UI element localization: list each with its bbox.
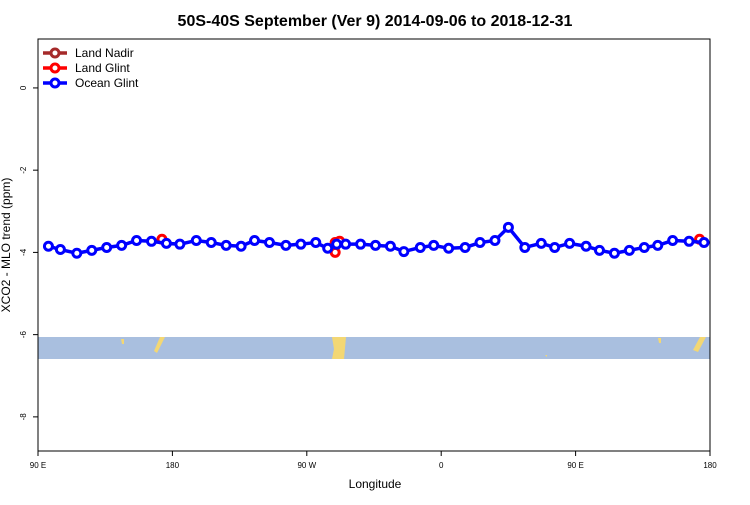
- x-tick-label: 90 W: [297, 461, 316, 470]
- data-point: [174, 238, 186, 250]
- chart-title: 50S-40S September (Ver 9) 2014-09-06 to …: [178, 13, 573, 30]
- data-point: [535, 237, 547, 249]
- map-strip: [38, 337, 710, 359]
- y-tick-label: 0: [19, 85, 28, 90]
- data-point: [145, 235, 157, 247]
- y-tick-label: -6: [19, 331, 28, 339]
- data-point: [86, 244, 98, 256]
- data-point: [667, 234, 679, 246]
- plot-frame: [37, 38, 711, 452]
- data-point: [502, 221, 514, 233]
- x-tick-label: 90 E: [567, 461, 583, 470]
- data-point: [683, 235, 695, 247]
- data-point: [160, 237, 172, 249]
- data-point: [280, 239, 292, 251]
- data-point: [698, 237, 710, 249]
- data-point: [331, 238, 343, 250]
- ocean-band: [38, 337, 710, 359]
- x-tick-label: 0: [439, 461, 444, 470]
- data-point: [608, 247, 620, 259]
- data-point: [459, 241, 471, 253]
- data-point: [295, 238, 307, 250]
- x-tick-label: 180: [703, 461, 717, 470]
- legend-label: Land Glint: [75, 61, 130, 75]
- data-point: [249, 234, 261, 246]
- data-point: [564, 237, 576, 249]
- data-point: [42, 240, 54, 252]
- y-axis-label: XCO2 - MLO trend (ppm): [0, 178, 13, 313]
- data-point: [414, 241, 426, 253]
- x-tick-label: 180: [166, 461, 180, 470]
- data-point: [71, 247, 83, 259]
- data-point: [235, 240, 247, 252]
- plot-area: 90 E 180 90 W 0 90 E 180 0 -2 -4 -6 -8: [19, 85, 717, 470]
- data-point: [101, 241, 113, 253]
- data-point: [593, 244, 605, 256]
- data-point: [340, 238, 352, 250]
- x-tick-label: 90 E: [30, 461, 46, 470]
- data-point: [355, 238, 367, 250]
- legend-marker: [49, 47, 61, 59]
- data-point: [428, 239, 440, 251]
- data-point: [116, 239, 128, 251]
- legend-label: Land Nadir: [75, 46, 134, 60]
- data-point: [549, 241, 561, 253]
- data-point: [190, 234, 202, 246]
- data-point: [131, 234, 143, 246]
- data-point: [623, 244, 635, 256]
- data-point: [580, 240, 592, 252]
- x-axis-label: Longitude: [349, 477, 402, 491]
- data-point: [443, 242, 455, 254]
- data-point: [652, 239, 664, 251]
- y-tick-label: -4: [19, 248, 28, 256]
- legend-label: Ocean Glint: [75, 76, 139, 90]
- data-point: [398, 246, 410, 258]
- data-point: [519, 241, 531, 253]
- y-tick-label: -8: [19, 413, 28, 421]
- data-point: [384, 240, 396, 252]
- y-tick-label: -2: [19, 166, 28, 174]
- series-line: [47, 224, 705, 256]
- data-point: [220, 239, 232, 251]
- data-point: [54, 244, 66, 256]
- data-point: [474, 237, 486, 249]
- legend-marker: [49, 77, 61, 89]
- data-point: [322, 242, 334, 254]
- data-point: [638, 241, 650, 253]
- data-point: [263, 237, 275, 249]
- data-point: [310, 237, 322, 249]
- legend-marker: [49, 62, 61, 74]
- data-point: [205, 237, 217, 249]
- data-point: [369, 239, 381, 251]
- data-point: [489, 234, 501, 246]
